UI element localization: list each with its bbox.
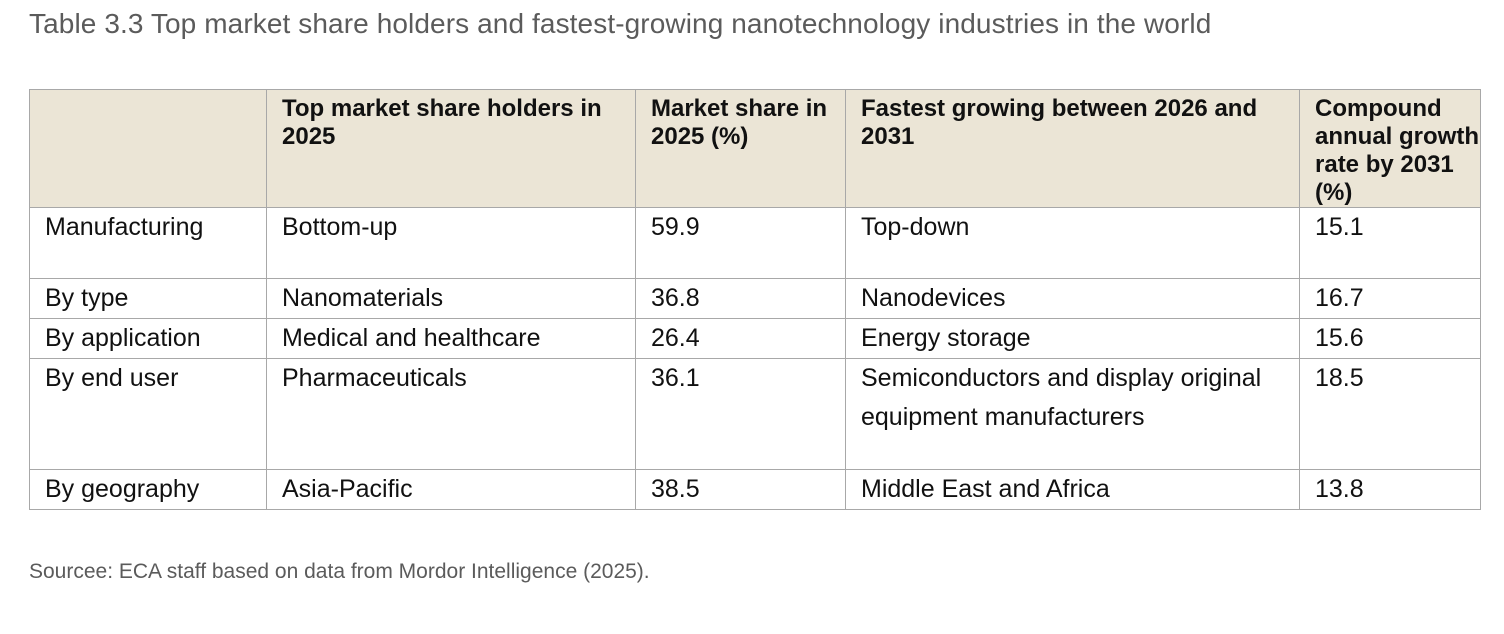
table-row: By geography Asia-Pacific 38.5 Middle Ea…	[29, 469, 1481, 510]
row-fastest-growing: Top-down	[845, 207, 1300, 279]
market-share-table: Top market share holders in 2025 Market …	[29, 89, 1481, 510]
table-row: By type Nanomaterials 36.8 Nanodevices 1…	[29, 278, 1481, 319]
row-cagr: 16.7	[1299, 278, 1481, 319]
row-category: By application	[29, 318, 267, 359]
row-category: By geography	[29, 469, 267, 510]
row-top-holder: Nanomaterials	[266, 278, 636, 319]
source-note: Sourcee: ECA staff based on data from Mo…	[29, 560, 650, 583]
row-category: By type	[29, 278, 267, 319]
header-market-share: Market share in 2025 (%)	[635, 89, 846, 208]
table-caption: Table 3.3 Top market share holders and f…	[29, 8, 1212, 39]
row-market-share: 36.1	[635, 358, 846, 470]
row-cagr: 15.1	[1299, 207, 1481, 279]
table-row: By application Medical and healthcare 26…	[29, 318, 1481, 359]
row-market-share: 26.4	[635, 318, 846, 359]
row-market-share: 36.8	[635, 278, 846, 319]
row-cagr: 13.8	[1299, 469, 1481, 510]
row-top-holder: Pharmaceuticals	[266, 358, 636, 470]
row-category: Manufacturing	[29, 207, 267, 279]
row-cagr: 15.6	[1299, 318, 1481, 359]
header-cagr: Compound annual growth rate by 2031 (%)	[1299, 89, 1481, 208]
table-header-row: Top market share holders in 2025 Market …	[29, 89, 1481, 208]
row-cagr: 18.5	[1299, 358, 1481, 470]
table-row: Manufacturing Bottom-up 59.9 Top-down 15…	[29, 207, 1481, 279]
row-fastest-growing: Semiconductors and display original equi…	[845, 358, 1300, 470]
row-top-holder: Asia-Pacific	[266, 469, 636, 510]
table-row: By end user Pharmaceuticals 36.1 Semicon…	[29, 358, 1481, 470]
row-top-holder: Medical and healthcare	[266, 318, 636, 359]
row-category: By end user	[29, 358, 267, 470]
row-market-share: 38.5	[635, 469, 846, 510]
header-fastest-growing: Fastest growing between 2026 and 2031	[845, 89, 1300, 208]
row-fastest-growing: Nanodevices	[845, 278, 1300, 319]
header-category	[29, 89, 267, 208]
row-fastest-growing: Middle East and Africa	[845, 469, 1300, 510]
row-top-holder: Bottom-up	[266, 207, 636, 279]
header-top-holders: Top market share holders in 2025	[266, 89, 636, 208]
row-market-share: 59.9	[635, 207, 846, 279]
row-fastest-growing: Energy storage	[845, 318, 1300, 359]
